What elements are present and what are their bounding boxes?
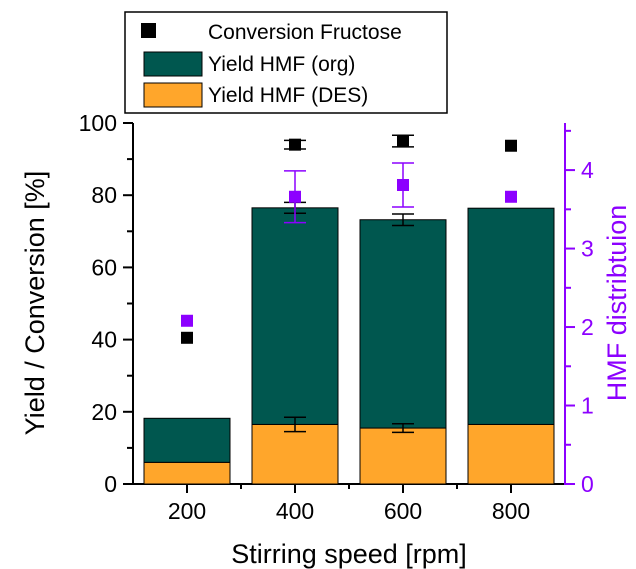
- y-axis-left-ticks: 0 20 40 60 80 100: [79, 110, 133, 497]
- point-conversion-fructose: [289, 138, 301, 151]
- y-right-tick-label: 1: [581, 393, 594, 419]
- bars: [143, 207, 555, 485]
- legend-label-yield-org: Yield HMF (org): [208, 53, 355, 76]
- bar-yield-hmf-des: [251, 423, 339, 485]
- y-left-tick-label: 100: [79, 110, 117, 136]
- x-axis-title: Stirring speed [rpm]: [231, 539, 467, 569]
- point-hmf-distribution: [397, 178, 409, 191]
- bar-yield-hmf-org: [251, 207, 339, 425]
- bar-yield-hmf-des: [143, 461, 231, 485]
- y-right-tick-label: 0: [581, 471, 594, 497]
- y-right-tick-label: 3: [581, 236, 594, 262]
- x-tick-label: 400: [276, 498, 314, 524]
- bar-yield-hmf-org: [467, 207, 555, 425]
- point-conversion-fructose: [181, 331, 193, 344]
- bar-yield-hmf-des: [467, 423, 555, 485]
- legend-label-yield-des: Yield HMF (DES): [208, 84, 368, 107]
- y-left-tick-label: 80: [91, 182, 117, 208]
- legend: Conversion Fructose Yield HMF (org) Yiel…: [124, 11, 448, 114]
- point-conversion-fructose: [505, 139, 517, 152]
- y-axis-right-ticks: 0 1 2 3 4: [565, 129, 594, 497]
- y-left-tick-label: 60: [91, 254, 117, 280]
- x-axis-ticks: 200 400 600 800: [168, 484, 530, 524]
- bar-yield-hmf-des: [359, 427, 447, 485]
- point-conversion-fructose: [397, 135, 409, 148]
- y-left-tick-label: 20: [91, 399, 117, 425]
- y-axis-right-title: HMF distribtuion: [602, 205, 632, 402]
- legend-swatch-yield-des: [143, 82, 203, 108]
- x-tick-label: 200: [168, 498, 206, 524]
- point-hmf-distribution: [289, 190, 301, 203]
- y-left-tick-label: 0: [104, 471, 117, 497]
- bar-yield-hmf-org: [359, 219, 447, 429]
- bar-yield-hmf-org: [143, 417, 231, 463]
- x-tick-label: 800: [492, 498, 530, 524]
- point-hmf-distribution: [181, 314, 193, 327]
- legend-swatch-yield-org: [143, 51, 203, 77]
- y-left-tick-label: 40: [91, 327, 117, 353]
- y-right-tick-label: 4: [581, 157, 594, 183]
- y-right-tick-label: 2: [581, 314, 594, 340]
- scatter-points: [181, 135, 517, 344]
- legend-marker-conversion-fructose: [141, 23, 156, 38]
- x-tick-label: 600: [384, 498, 422, 524]
- point-hmf-distribution: [505, 190, 517, 203]
- legend-label-conversion-fructose: Conversion Fructose: [208, 21, 402, 44]
- y-axis-left-title: Yield / Conversion [%]: [20, 171, 50, 436]
